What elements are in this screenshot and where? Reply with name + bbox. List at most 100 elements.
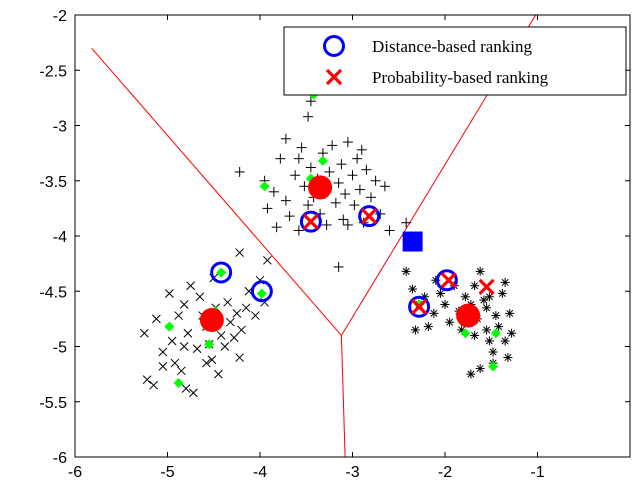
data-point-plus <box>401 217 412 228</box>
data-point-x <box>220 342 230 351</box>
data-point-diamond <box>204 339 215 350</box>
data-point-x <box>149 380 158 390</box>
data-point-plus <box>275 153 286 164</box>
data-point-star <box>488 347 498 357</box>
data-point-x <box>216 331 226 340</box>
data-point-plus <box>379 181 390 192</box>
data-point-diamond <box>490 328 501 339</box>
data-point-x <box>214 369 223 379</box>
data-point-x <box>251 311 260 320</box>
data-point-diamond <box>460 328 471 339</box>
data-point-star <box>500 336 510 346</box>
data-point-x <box>237 325 246 335</box>
y-tick-label: -5.5 <box>39 395 67 412</box>
data-point-star <box>435 288 445 298</box>
data-point-x <box>181 384 191 393</box>
y-tick-label: -2.5 <box>39 63 67 80</box>
data-point-plus <box>333 177 344 188</box>
data-point-x <box>142 375 152 385</box>
data-point-star <box>484 292 494 302</box>
data-point-plus <box>340 189 351 200</box>
data-point-plus <box>336 159 347 170</box>
data-point-star <box>408 284 418 294</box>
x-tick-label: -3 <box>345 464 359 481</box>
y-tick-label: -4 <box>53 229 67 246</box>
data-point-x <box>164 289 174 298</box>
data-point-plus <box>234 166 245 177</box>
data-point-star <box>497 288 507 298</box>
data-point-x <box>179 300 189 309</box>
data-point-diamond <box>256 288 267 299</box>
data-point-x <box>152 314 161 324</box>
data-point-star <box>494 322 504 332</box>
data-point-star <box>401 266 411 276</box>
data-point-circle-open <box>210 261 233 284</box>
data-point-plus <box>271 222 282 233</box>
data-point-x <box>177 366 186 376</box>
data-point-plus <box>284 211 295 222</box>
data-point-plus <box>370 175 381 186</box>
data-point-star <box>503 353 513 363</box>
legend-entry: Probability-based ranking <box>325 68 549 87</box>
data-point-x <box>440 272 457 289</box>
data-point-circle-open <box>299 210 322 233</box>
data-point-plus <box>293 153 304 164</box>
data-point-circle-open <box>435 269 458 292</box>
data-point-star <box>482 325 492 335</box>
boundary-line <box>340 335 346 458</box>
data-point-plus <box>342 219 353 230</box>
data-point-diamond <box>488 361 499 372</box>
data-point-star <box>470 330 480 340</box>
data-point-plus <box>366 192 376 203</box>
data-point-x <box>302 213 320 230</box>
data-point-plus <box>354 184 365 195</box>
data-point-plus <box>296 142 307 153</box>
y-tick-label: -5 <box>53 340 67 357</box>
data-point-big-dot <box>199 307 224 332</box>
data-point-plus <box>330 197 341 208</box>
data-point-x <box>158 347 168 357</box>
data-point-x <box>183 328 193 338</box>
data-point-big-dot <box>456 303 481 328</box>
data-point-plus <box>280 133 291 144</box>
data-point-plus <box>349 200 360 211</box>
data-point-star <box>479 295 489 305</box>
data-point-plus <box>268 186 279 197</box>
data-point-x <box>232 308 242 318</box>
legend-label: Probability-based ranking <box>372 68 549 87</box>
legend-label: Distance-based ranking <box>372 37 533 56</box>
data-point-star <box>410 325 420 335</box>
data-point-plus <box>384 225 395 236</box>
data-point-x <box>478 278 495 295</box>
data-point-plus <box>333 261 344 272</box>
data-point-x <box>223 297 232 307</box>
data-point-plus <box>352 153 363 164</box>
data-point-diamond <box>259 181 270 192</box>
data-point-star <box>470 281 480 291</box>
data-point-plus <box>338 214 349 225</box>
data-point-x <box>170 358 180 368</box>
data-point-x <box>192 344 202 354</box>
data-point-star <box>475 266 485 276</box>
data-point-x <box>235 353 245 362</box>
data-point-diamond <box>164 321 175 332</box>
data-point-x <box>241 303 251 313</box>
data-point-plus <box>305 96 316 107</box>
data-point-star <box>466 369 476 379</box>
data-point-circle-open <box>250 280 273 303</box>
data-point-x <box>263 255 272 265</box>
y-tick-label: -3 <box>53 119 67 136</box>
data-point-star <box>491 311 501 321</box>
x-tick-label: -1 <box>530 464 544 481</box>
data-point-x <box>158 362 168 371</box>
data-point-plus <box>262 203 273 214</box>
data-points <box>140 89 517 398</box>
data-point-plus <box>321 219 332 230</box>
data-point-plus <box>299 181 310 192</box>
data-point-x <box>186 281 195 291</box>
data-point-x <box>195 292 205 302</box>
data-point-x <box>140 328 149 338</box>
data-point-star <box>500 277 510 287</box>
y-tick-label: -6 <box>53 450 67 467</box>
data-point-x <box>189 388 198 398</box>
